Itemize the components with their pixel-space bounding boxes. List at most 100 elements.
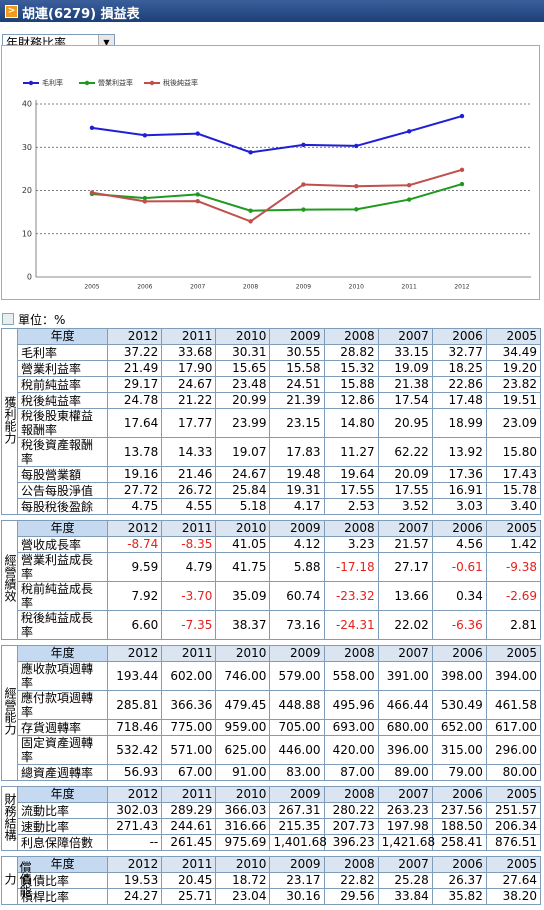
- value-cell: 23.82: [485, 376, 542, 393]
- data-row: 每股稅後盈餘 4.75 4.55 5.18 4.17 2.53 3.52 3.03 3.40: [2, 498, 542, 515]
- row-label: 營收成長率: [17, 536, 109, 553]
- header-row: 經營績效 年度 2012 2011 2010 2009 2008 2007 2006 2005: [0, 520, 542, 640]
- value-cell: 289.29: [161, 802, 217, 819]
- header-cell: 年度: [17, 645, 109, 662]
- value-cell: 23.17: [269, 872, 325, 889]
- series-line: [91, 183, 463, 212]
- data-row: 負債比率 19.53 20.45 18.72 23.17 22.82 25.28 26.37 2…: [2, 872, 542, 889]
- value-cell: 2.81: [485, 610, 542, 640]
- value-cell: 33.15: [377, 344, 433, 361]
- value-cell: 461.58: [485, 690, 542, 720]
- value-cell: 18.72: [215, 872, 271, 889]
- row-label: 速動比率: [17, 818, 109, 835]
- value-cell: 617.00: [485, 719, 542, 736]
- value-cell: 267.31: [269, 802, 325, 819]
- value-cell: 24.67: [215, 466, 271, 483]
- value-cell: 19.31: [269, 482, 325, 499]
- value-cell: 17.36: [431, 466, 487, 483]
- value-cell: 302.03: [107, 802, 163, 819]
- value-cell: 73.16: [269, 610, 325, 640]
- series-line: [91, 168, 463, 223]
- row-label: 負債比率: [17, 872, 109, 889]
- value-cell: 15.88: [323, 376, 379, 393]
- value-cell: 21.22: [161, 392, 217, 409]
- value-cell: 25.28: [377, 872, 433, 889]
- x-tick-label: 2008: [243, 284, 258, 291]
- value-cell: 15.65: [215, 360, 271, 377]
- value-cell: 38.37: [215, 610, 271, 640]
- series-line: [91, 115, 463, 154]
- chart: 0 10 20 30 40 2005 2006 2007 2008 2009 2010 2011 201…: [1, 45, 540, 300]
- value-cell: 23.09: [485, 408, 542, 438]
- value-cell: 652.00: [431, 719, 487, 736]
- value-cell: 3.52: [377, 498, 433, 515]
- legend-marker: [84, 80, 90, 86]
- value-cell: 38.20: [485, 888, 542, 905]
- value-cell: 23.04: [215, 888, 271, 905]
- value-cell: 571.00: [161, 735, 217, 765]
- value-cell: 17.55: [323, 482, 379, 499]
- header-cell: 2012: [107, 520, 163, 537]
- y-tick-label: 10: [22, 229, 32, 238]
- value-cell: 19.64: [323, 466, 379, 483]
- value-cell: 30.31: [215, 344, 271, 361]
- value-cell: 193.44: [107, 661, 163, 691]
- value-cell: 87.00: [323, 764, 379, 781]
- value-cell: 1.42: [485, 536, 542, 553]
- value-cell: 532.42: [107, 735, 163, 765]
- value-cell: 746.00: [215, 661, 271, 691]
- value-cell: 27.17: [377, 552, 433, 582]
- header-cell: 2010: [215, 786, 271, 803]
- value-cell: 959.00: [215, 719, 271, 736]
- value-cell: 35.82: [431, 888, 487, 905]
- header-title: 胡連(6279) 損益表: [22, 7, 140, 22]
- value-cell: 558.00: [323, 661, 379, 691]
- header-cell: 2007: [377, 856, 433, 873]
- value-cell: 19.07: [215, 437, 271, 467]
- y-tick-label: 40: [22, 100, 32, 109]
- value-cell: 12.86: [323, 392, 379, 409]
- value-cell: 24.67: [161, 376, 217, 393]
- value-cell: 448.88: [269, 690, 325, 720]
- data-row: 流動比率 302.03 289.29 366.03 267.31 280.22 263.23…: [2, 802, 542, 819]
- value-cell: 975.69: [215, 834, 271, 851]
- value-cell: 15.58: [269, 360, 325, 377]
- value-cell: 4.75: [107, 498, 163, 515]
- x-tick-label: 2007: [190, 284, 205, 291]
- data-table: 經營能力 年度 2012 2011 2010 2009 2008 2007 2006 2005 應收…: [0, 645, 542, 781]
- value-cell: 32.77: [431, 344, 487, 361]
- row-label: 利息保障倍數: [17, 834, 109, 851]
- header-cell: 2009: [269, 856, 325, 873]
- value-cell: 446.00: [269, 735, 325, 765]
- data-table: 經營績效 年度 2012 2011 2010 2009 2008 2007 2006 2005 營收…: [0, 520, 542, 640]
- value-cell: 28.82: [323, 344, 379, 361]
- point: [195, 192, 200, 197]
- point: [195, 131, 200, 136]
- value-cell: 21.46: [161, 466, 217, 483]
- value-cell: 25.84: [215, 482, 271, 499]
- row-label: 稅前純益率: [17, 376, 109, 393]
- point: [354, 184, 359, 189]
- data-table: 財務結構 年度 2012 2011 2010 2009 2008 2007 2006 2005 流動…: [0, 786, 542, 851]
- row-label: 每股稅後盈餘: [17, 498, 109, 515]
- row-label: 流動比率: [17, 802, 109, 819]
- header-cell: 2011: [161, 856, 217, 873]
- x-tick-label: 2012: [454, 284, 469, 291]
- value-cell: 26.37: [431, 872, 487, 889]
- value-cell: 775.00: [161, 719, 217, 736]
- value-cell: 20.09: [377, 466, 433, 483]
- value-cell: 37.22: [107, 344, 163, 361]
- value-cell: 22.82: [323, 872, 379, 889]
- point: [354, 207, 359, 212]
- value-cell: 251.57: [485, 802, 542, 819]
- legend-label: 營業利益率: [98, 78, 133, 87]
- value-cell: 188.50: [431, 818, 487, 835]
- header-cell: 2006: [431, 856, 487, 873]
- value-cell: 34.49: [485, 344, 542, 361]
- value-cell: 27.64: [485, 872, 542, 889]
- value-cell: 680.00: [377, 719, 433, 736]
- value-cell: 62.22: [377, 437, 433, 467]
- value-cell: 4.55: [161, 498, 217, 515]
- value-cell: 23.15: [269, 408, 325, 438]
- legend-marker: [149, 80, 155, 86]
